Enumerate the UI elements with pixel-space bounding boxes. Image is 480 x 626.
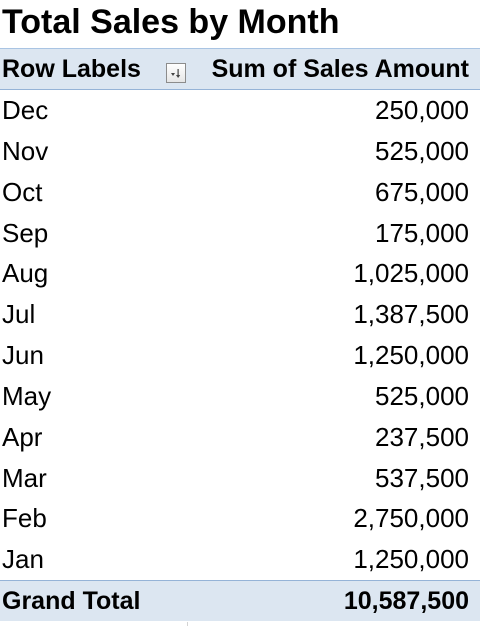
pivot-table: Row Labels Sum of Sales Amount Dec 250,00… (0, 48, 480, 622)
pivot-row[interactable]: Oct 675,000 (0, 172, 480, 213)
sales-amount-value: 1,387,500 (353, 299, 469, 330)
month-label: Jun (2, 340, 44, 371)
month-label: Nov (2, 135, 49, 166)
month-label: May (2, 380, 52, 411)
pivot-row[interactable]: Jan 1,250,000 (0, 539, 480, 580)
pivot-row[interactable]: May 525,000 (0, 376, 480, 417)
sales-amount-value: 525,000 (375, 380, 469, 411)
sum-of-sales-header[interactable]: Sum of Sales Amount (211, 55, 469, 83)
pivot-row[interactable]: Jun 1,250,000 (0, 335, 480, 376)
month-label: Dec (2, 95, 49, 125)
month-label: Sep (2, 217, 49, 248)
grand-total-value: 10,587,500 (343, 587, 469, 616)
sales-amount-value: 537,500 (375, 462, 469, 493)
sales-amount-value: 675,000 (375, 176, 469, 207)
gridline-divider (187, 622, 188, 626)
sales-amount-value: 1,250,000 (353, 340, 469, 371)
grand-total-row[interactable]: Grand Total 10,587,500 (0, 580, 480, 622)
sales-amount-value: 1,025,000 (353, 258, 469, 289)
month-label: Mar (2, 462, 47, 493)
month-label: Jul (2, 299, 36, 330)
pivot-row[interactable]: Mar 537,500 (0, 458, 480, 499)
pivot-rows: Dec 250,000 Nov 525,000 Oct 675,000 Sep 175,000… (0, 90, 480, 580)
sales-amount-value: 525,000 (375, 135, 469, 166)
pivot-row[interactable]: Aug 1,025,000 (0, 253, 480, 294)
sales-amount-value: 250,000 (375, 95, 469, 125)
month-label: Jan (2, 544, 44, 575)
row-labels-header[interactable]: Row Labels (2, 55, 141, 83)
month-label: Feb (2, 503, 47, 534)
month-label: Apr (2, 421, 43, 452)
pivot-row[interactable]: Sep 175,000 (0, 213, 480, 254)
pivot-title: Total Sales by Month (2, 3, 340, 41)
pivot-row[interactable]: Apr 237,500 (0, 417, 480, 458)
pivot-header-row: Row Labels Sum of Sales Amount (0, 48, 480, 90)
sales-amount-value: 175,000 (375, 217, 469, 248)
pivot-row[interactable]: Feb 2,750,000 (0, 498, 480, 539)
sales-amount-value: 237,500 (375, 421, 469, 452)
month-label: Aug (2, 258, 49, 289)
sales-amount-value: 2,750,000 (353, 503, 469, 534)
pivot-row[interactable]: Jul 1,387,500 (0, 294, 480, 335)
pivot-row[interactable]: Nov 525,000 (0, 131, 480, 172)
grand-total-label: Grand Total (2, 587, 141, 616)
sales-amount-value: 1,250,000 (353, 544, 469, 575)
month-label: Oct (2, 176, 43, 207)
sort-filter-dropdown-icon[interactable] (166, 63, 186, 83)
pivot-row[interactable]: Dec 250,000 (0, 90, 480, 131)
